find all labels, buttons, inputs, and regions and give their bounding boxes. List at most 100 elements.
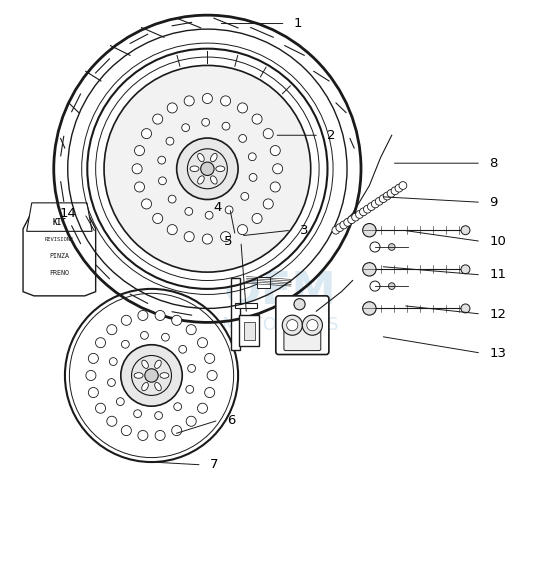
Circle shape	[360, 208, 367, 216]
Circle shape	[202, 234, 212, 244]
Circle shape	[172, 426, 182, 436]
Text: 7: 7	[210, 458, 218, 471]
Ellipse shape	[155, 383, 161, 391]
Circle shape	[167, 103, 178, 113]
Circle shape	[86, 370, 96, 380]
Circle shape	[138, 430, 148, 440]
Text: 4: 4	[213, 201, 221, 214]
Circle shape	[352, 213, 360, 221]
Text: FRENO: FRENO	[49, 270, 69, 276]
Circle shape	[186, 416, 196, 426]
Circle shape	[375, 197, 383, 205]
Circle shape	[270, 182, 281, 192]
Text: 6: 6	[227, 413, 235, 427]
Circle shape	[389, 243, 395, 250]
Circle shape	[88, 388, 99, 398]
Circle shape	[221, 232, 231, 242]
Circle shape	[65, 289, 238, 462]
Circle shape	[273, 164, 283, 174]
Circle shape	[202, 118, 209, 126]
Circle shape	[363, 205, 371, 213]
Circle shape	[155, 412, 162, 420]
Text: 13: 13	[489, 347, 506, 360]
Text: 12: 12	[489, 307, 506, 320]
Circle shape	[371, 200, 379, 208]
Circle shape	[356, 210, 363, 218]
Text: OEM: OEM	[223, 270, 337, 313]
Ellipse shape	[216, 166, 225, 172]
Circle shape	[222, 122, 230, 130]
Circle shape	[104, 66, 311, 272]
Bar	[256, 277, 270, 288]
Circle shape	[207, 370, 217, 380]
Circle shape	[461, 226, 470, 234]
Circle shape	[270, 145, 281, 155]
Circle shape	[340, 221, 348, 229]
Circle shape	[348, 216, 356, 224]
Circle shape	[395, 184, 403, 192]
Circle shape	[107, 416, 117, 426]
Text: 11: 11	[489, 268, 506, 282]
Circle shape	[389, 283, 395, 289]
Circle shape	[252, 213, 262, 223]
Circle shape	[158, 156, 166, 164]
Circle shape	[383, 192, 391, 200]
Circle shape	[141, 332, 148, 339]
Circle shape	[287, 320, 298, 331]
Circle shape	[122, 426, 132, 436]
Circle shape	[379, 195, 387, 203]
Circle shape	[176, 138, 238, 200]
Circle shape	[399, 182, 407, 190]
Circle shape	[263, 199, 273, 209]
Text: MOTO PARTS: MOTO PARTS	[222, 316, 338, 334]
Circle shape	[155, 430, 165, 440]
Circle shape	[142, 128, 152, 139]
Bar	[235, 303, 256, 309]
Circle shape	[109, 357, 117, 365]
Circle shape	[225, 206, 233, 214]
Text: 2: 2	[328, 129, 336, 142]
Circle shape	[168, 195, 176, 203]
Circle shape	[204, 353, 214, 364]
Circle shape	[132, 164, 142, 174]
Circle shape	[249, 153, 256, 160]
Circle shape	[391, 187, 399, 195]
Ellipse shape	[142, 383, 148, 391]
Ellipse shape	[155, 360, 161, 369]
Circle shape	[237, 103, 248, 113]
Circle shape	[185, 208, 193, 215]
Circle shape	[367, 203, 375, 210]
FancyBboxPatch shape	[276, 296, 329, 355]
Circle shape	[145, 369, 158, 382]
Circle shape	[87, 49, 328, 289]
Circle shape	[387, 190, 395, 197]
Circle shape	[263, 128, 273, 139]
Circle shape	[241, 192, 249, 200]
Circle shape	[461, 304, 470, 313]
Circle shape	[202, 94, 212, 104]
Circle shape	[363, 263, 376, 276]
Circle shape	[54, 15, 361, 323]
Circle shape	[158, 177, 166, 185]
Circle shape	[179, 346, 186, 353]
Circle shape	[239, 135, 246, 142]
Circle shape	[153, 114, 163, 124]
Circle shape	[205, 211, 213, 219]
Circle shape	[302, 315, 323, 335]
Text: 9: 9	[489, 196, 498, 209]
Circle shape	[198, 403, 208, 413]
Ellipse shape	[198, 176, 204, 184]
Text: REVISIONE: REVISIONE	[45, 237, 74, 242]
Text: 3: 3	[300, 224, 308, 237]
Circle shape	[122, 315, 132, 325]
Ellipse shape	[134, 373, 143, 378]
Circle shape	[142, 199, 152, 209]
Circle shape	[134, 145, 144, 155]
Circle shape	[122, 341, 129, 348]
Circle shape	[363, 223, 376, 237]
Circle shape	[204, 388, 214, 398]
Circle shape	[107, 325, 117, 335]
Circle shape	[344, 218, 352, 226]
Circle shape	[307, 320, 318, 331]
Circle shape	[174, 403, 181, 411]
